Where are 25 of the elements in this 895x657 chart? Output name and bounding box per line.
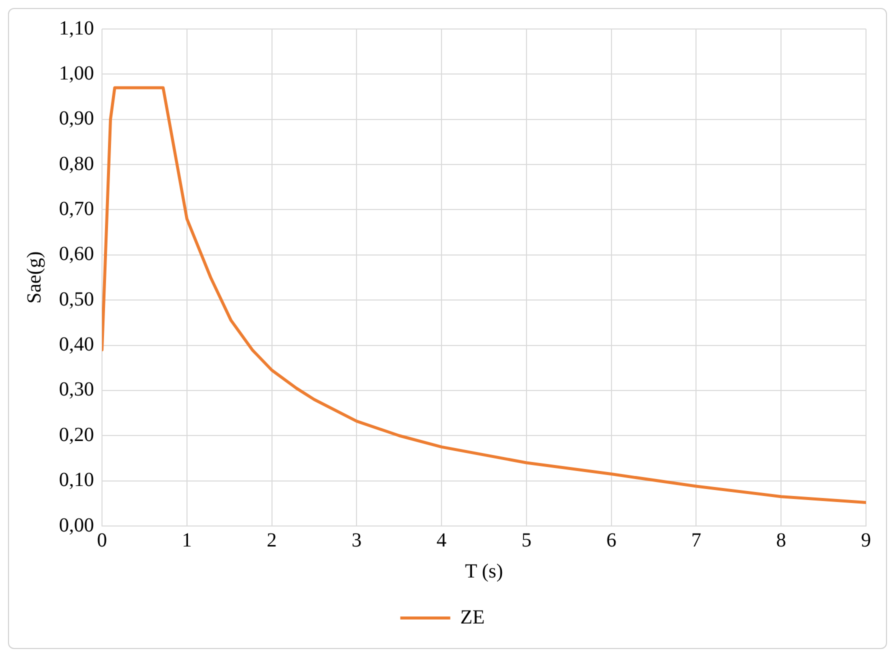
y-tick-label: 1,00	[59, 62, 94, 84]
x-tick-label: 1	[182, 529, 192, 552]
x-tick-label: 7	[691, 529, 702, 552]
x-tick-label: 6	[606, 529, 616, 552]
y-tick-label: 0,60	[59, 243, 94, 266]
x-tick-label: 9	[861, 529, 871, 552]
x-tick-label: 8	[776, 529, 786, 552]
y-tick-label: 0,10	[59, 469, 94, 492]
legend-label: ZE	[460, 606, 485, 628]
x-tick-label: 5	[521, 529, 532, 552]
y-tick-label: 0,90	[59, 108, 94, 130]
x-tick-label: 0	[97, 529, 107, 552]
y-tick-label: 0,00	[59, 514, 94, 536]
x-tick-label: 2	[266, 529, 277, 552]
y-tick-label: 0,20	[59, 424, 94, 446]
y-tick-label: 0,70	[59, 198, 94, 220]
x-axis-title: T (s)	[465, 560, 503, 582]
y-tick-label: 0,30	[59, 378, 94, 401]
y-tick-label: 0,50	[59, 288, 94, 310]
y-tick-label: 0,40	[59, 334, 94, 356]
y-tick-label: 0,80	[59, 152, 94, 175]
y-axis-title: Sae(g)	[23, 251, 46, 304]
x-tick-label: 3	[352, 529, 362, 552]
y-tick-label: 1,10	[59, 17, 94, 40]
x-tick-label: 4	[436, 529, 447, 552]
